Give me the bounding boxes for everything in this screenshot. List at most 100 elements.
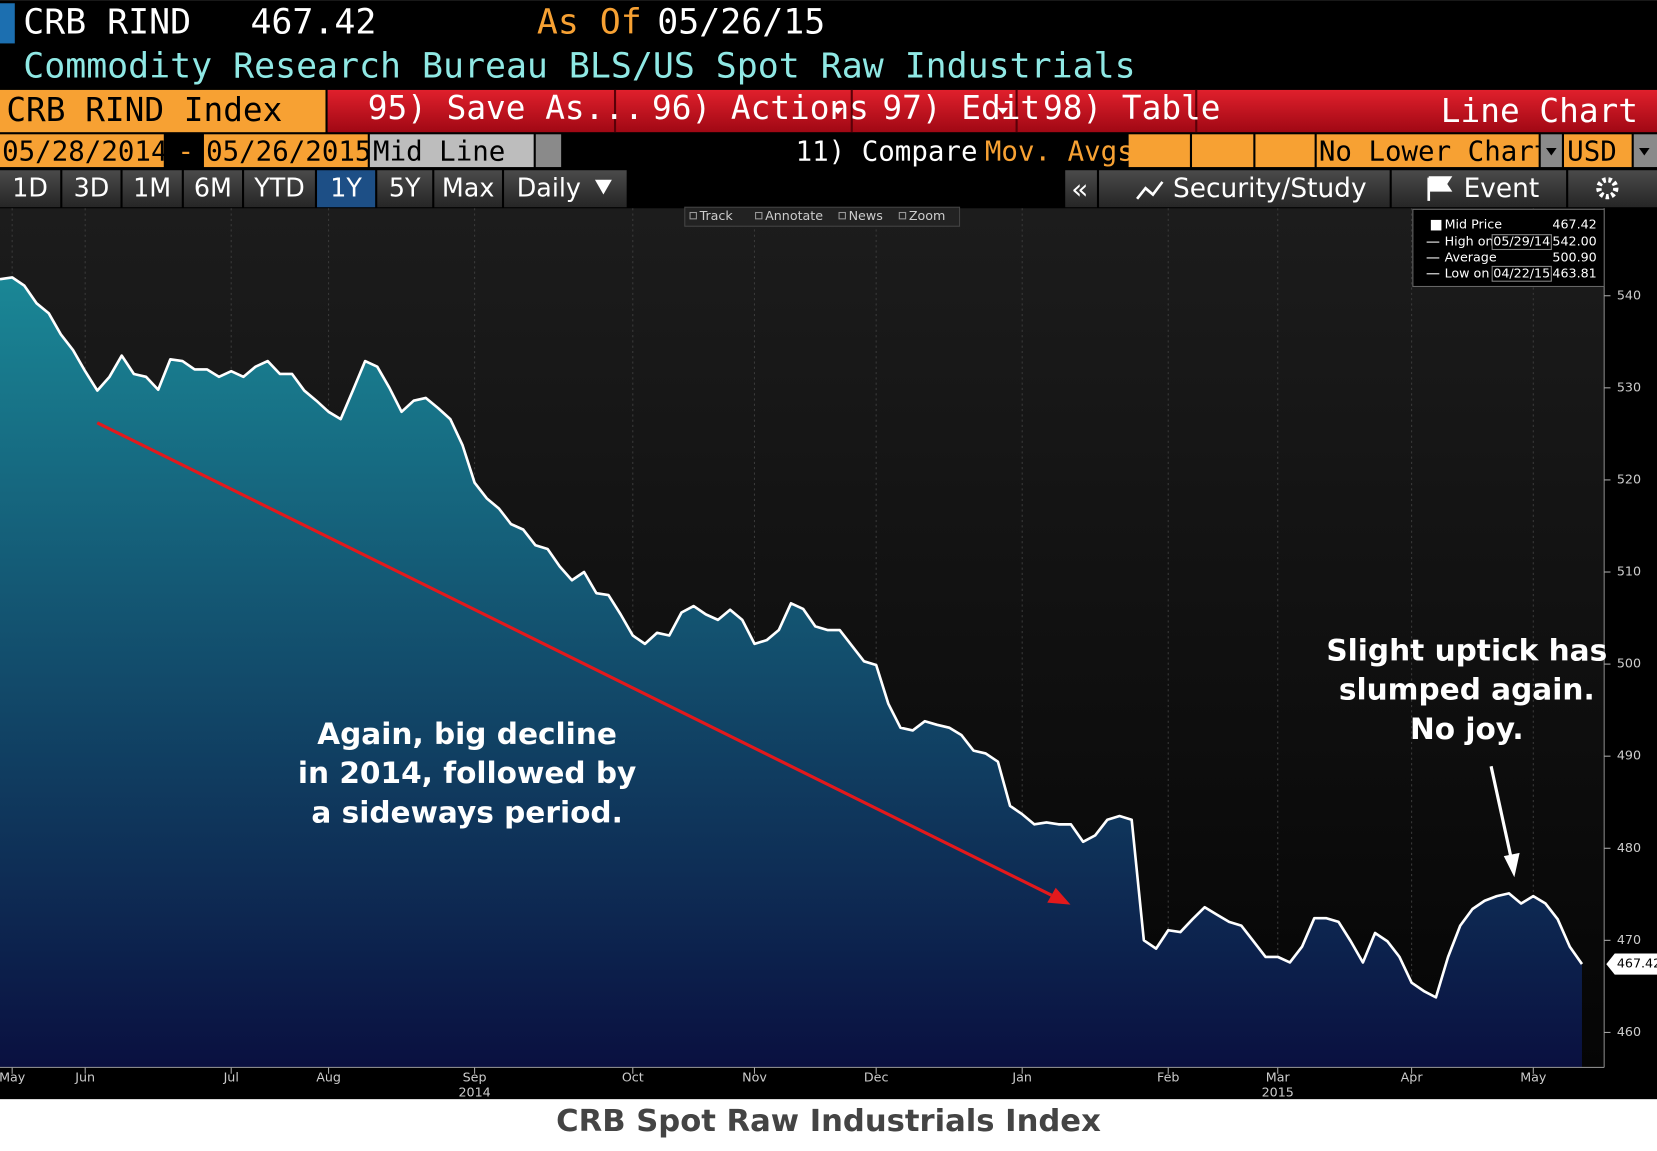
legend-swatch bbox=[1430, 219, 1442, 231]
x-axis-band bbox=[0, 1067, 1657, 1100]
y-tick-label: 530 bbox=[1617, 379, 1641, 394]
settings-button[interactable] bbox=[1568, 170, 1657, 208]
legend-value: 542.00 bbox=[1552, 234, 1596, 249]
y-tick-label: 510 bbox=[1617, 564, 1641, 579]
security[interactable]: CRB RIND Index bbox=[6, 91, 282, 129]
mini-icon bbox=[755, 211, 763, 220]
range-button[interactable] bbox=[62, 170, 121, 208]
legend-label: High on bbox=[1445, 234, 1494, 249]
y-tick-label: 460 bbox=[1617, 1024, 1641, 1039]
last-price-tag bbox=[1606, 953, 1657, 975]
range-label[interactable]: 3D bbox=[74, 172, 110, 202]
price: 467.42 bbox=[250, 2, 376, 42]
range-button[interactable] bbox=[0, 170, 61, 208]
x-year-label: 2014 bbox=[458, 1084, 490, 1099]
legend-date: 04/22/15 bbox=[1493, 265, 1550, 280]
x-tick-label: Aug bbox=[316, 1069, 341, 1084]
date-separator: - bbox=[178, 136, 195, 167]
lower-chart[interactable]: No Lower Chart bbox=[1319, 136, 1551, 167]
legend-label: Low on bbox=[1445, 265, 1490, 280]
mini-toolbar-item[interactable]: Zoom bbox=[909, 208, 946, 223]
toolbar-button[interactable]: 97) Edit bbox=[882, 89, 1040, 127]
start-date[interactable]: 05/28/2014 bbox=[2, 136, 167, 167]
legend-value: 463.81 bbox=[1552, 265, 1596, 280]
annotation: Again, big decline bbox=[317, 717, 617, 751]
callout-arrow bbox=[1489, 765, 1513, 859]
start-date-box[interactable] bbox=[0, 134, 164, 168]
ticker: CRB RIND bbox=[23, 2, 191, 42]
mini-toolbar-item[interactable]: News bbox=[849, 208, 883, 223]
mode-dropdown[interactable] bbox=[535, 134, 562, 168]
event[interactable]: Event bbox=[1464, 173, 1540, 204]
legend-value: 500.90 bbox=[1552, 249, 1596, 264]
annotation: a sideways period. bbox=[311, 795, 622, 829]
chart-kind[interactable]: Line Chart bbox=[1441, 92, 1638, 130]
toolbar-button[interactable]: 98) Table bbox=[1043, 89, 1220, 127]
range-buttons: 1D 3D 1M 6M YTD 1Y 5Y Max Daily bbox=[0, 170, 627, 208]
range-label[interactable]: 1Y bbox=[330, 172, 362, 202]
toolbar-button[interactable]: 96) Actions bbox=[652, 89, 869, 127]
legend-date-box bbox=[1491, 265, 1552, 282]
range-label[interactable]: 5Y bbox=[389, 172, 421, 202]
x-tick-label: Feb bbox=[1157, 1069, 1179, 1084]
frequency[interactable]: Daily bbox=[517, 172, 581, 202]
dropdown-caret bbox=[594, 179, 612, 195]
range-label[interactable]: 1M bbox=[133, 172, 171, 202]
mini-toolbar bbox=[684, 206, 961, 227]
plot bbox=[0, 208, 1584, 1068]
range-label[interactable]: YTD bbox=[253, 172, 305, 202]
trend-arrowhead bbox=[1047, 887, 1071, 905]
range-button[interactable] bbox=[434, 170, 502, 208]
range-button[interactable] bbox=[183, 170, 242, 208]
x-tick-label: May bbox=[1520, 1069, 1547, 1084]
end-date-box[interactable] bbox=[203, 134, 368, 168]
overlay-boxes[interactable] bbox=[1128, 134, 1315, 168]
toolbar-button[interactable]: 95) Save As... bbox=[368, 89, 644, 127]
range-label[interactable]: 6M bbox=[194, 172, 232, 202]
gear-icon bbox=[1596, 177, 1619, 200]
annotation: Slight uptick has bbox=[1326, 634, 1607, 668]
collapse-button[interactable] bbox=[1065, 170, 1097, 208]
y-tick-label: 470 bbox=[1617, 932, 1641, 947]
event-button[interactable] bbox=[1391, 170, 1567, 208]
x-tick-label: Jun bbox=[74, 1069, 95, 1084]
x-tick-label: May bbox=[0, 1069, 26, 1084]
y-tick-label: 540 bbox=[1617, 287, 1641, 302]
range-button[interactable] bbox=[244, 170, 315, 208]
mini-toolbar-item[interactable]: Track bbox=[699, 208, 734, 223]
x-tick-label: Mar bbox=[1266, 1069, 1291, 1084]
annotation: in 2014, followed by bbox=[298, 756, 636, 790]
legend-date: 05/29/14 bbox=[1493, 234, 1550, 249]
legend-box bbox=[1412, 208, 1605, 288]
range-button[interactable] bbox=[317, 170, 376, 208]
chart-title: CRB Spot Raw Industrials Index bbox=[556, 1104, 1101, 1139]
x-tick-label: Nov bbox=[742, 1069, 767, 1084]
range-button[interactable] bbox=[122, 170, 182, 208]
study[interactable]: Security/Study bbox=[1173, 173, 1367, 204]
description: Commodity Research Bureau BLS/US Spot Ra… bbox=[23, 47, 1135, 87]
end-date[interactable]: 05/26/2015 bbox=[206, 136, 371, 167]
x-tick-label: Oct bbox=[622, 1069, 644, 1084]
axes: 460 470 480 490 500 510 520 530 540 May Jun Jul Aug S… bbox=[0, 287, 1657, 1099]
overlay[interactable]: Mov. Avgs bbox=[985, 136, 1134, 167]
range-label[interactable]: 1D bbox=[12, 172, 48, 202]
mode-box[interactable] bbox=[369, 134, 534, 168]
toolbar-bar bbox=[327, 89, 1657, 133]
compare[interactable]: 11) Compare bbox=[796, 136, 978, 167]
annotation: slumped again. bbox=[1339, 673, 1595, 707]
as-of-label: As Of bbox=[537, 2, 642, 42]
collapse[interactable]: « bbox=[1072, 174, 1089, 205]
currency[interactable]: USD bbox=[1567, 136, 1617, 167]
lower-chart-box[interactable] bbox=[1316, 134, 1539, 168]
range-label[interactable]: Max bbox=[442, 172, 494, 202]
legend-label: Average bbox=[1445, 249, 1497, 264]
mini-icon bbox=[838, 211, 846, 220]
range-button[interactable] bbox=[377, 170, 433, 208]
currency-box[interactable] bbox=[1564, 134, 1632, 168]
trend-arrow bbox=[96, 421, 1053, 897]
mode[interactable]: Mid Line bbox=[373, 136, 505, 167]
y-tick-label: 490 bbox=[1617, 748, 1641, 763]
security-box[interactable] bbox=[0, 89, 326, 133]
mini-toolbar-item[interactable]: Annotate bbox=[765, 208, 823, 223]
